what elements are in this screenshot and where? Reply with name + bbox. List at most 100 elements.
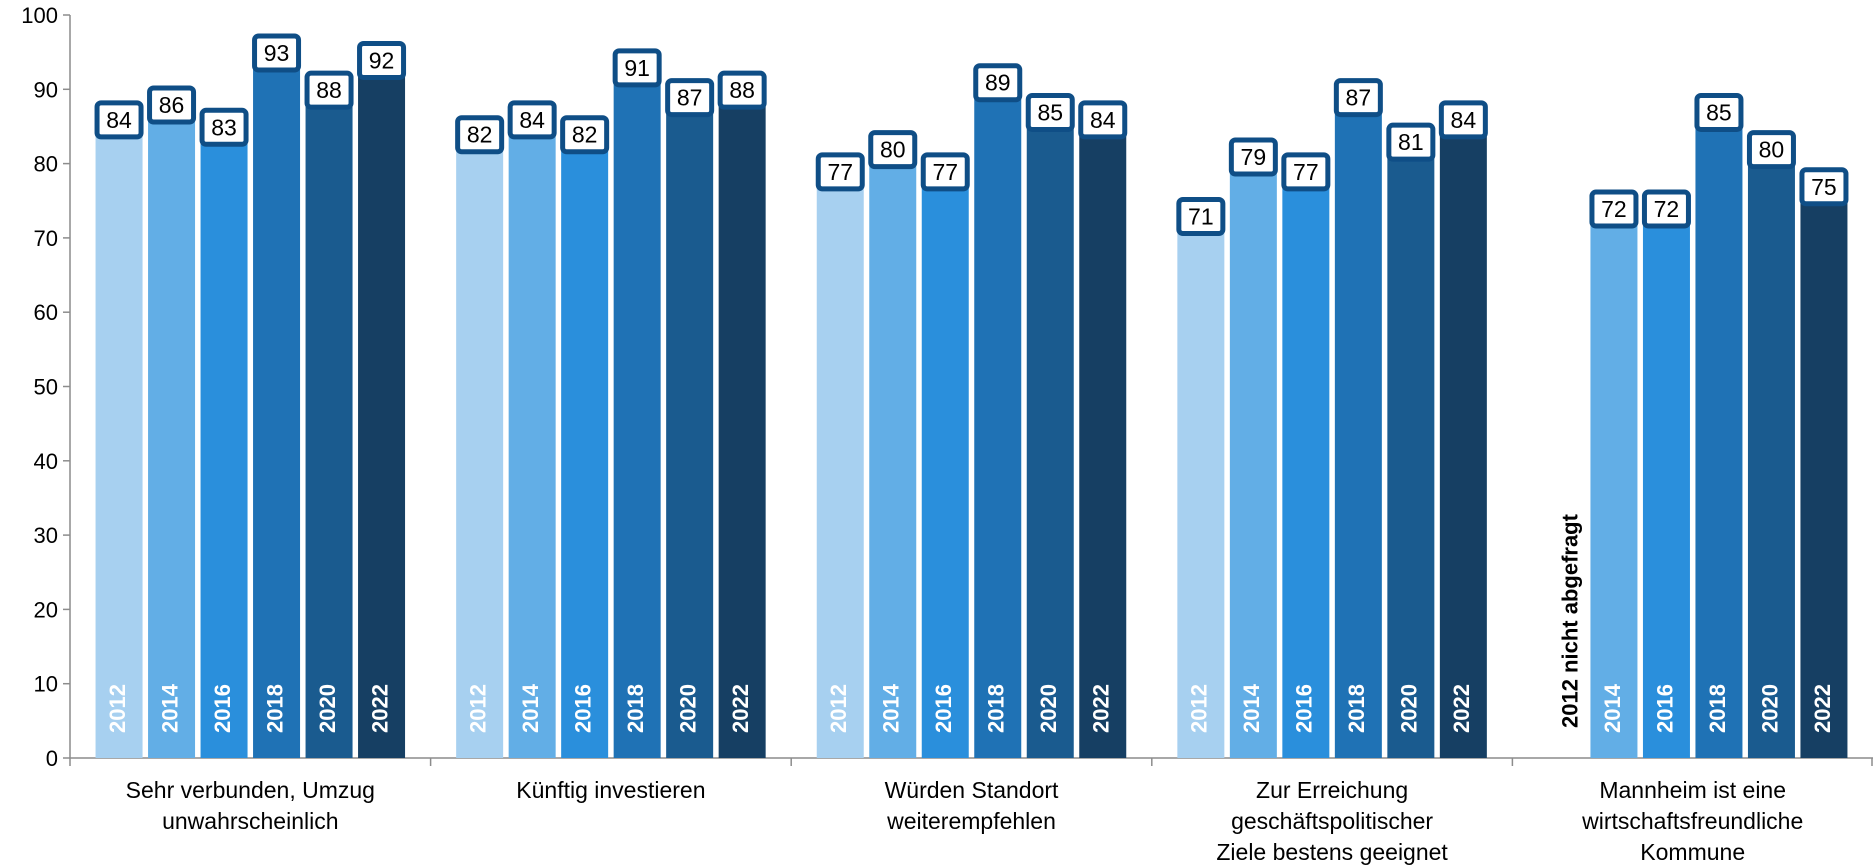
category-label: Kommune	[1640, 839, 1745, 865]
category-label: weiterempfehlen	[886, 808, 1056, 834]
value-label-box	[1694, 92, 1744, 132]
bar	[95, 133, 143, 758]
y-tick-label: 0	[46, 746, 58, 771]
bar	[869, 163, 917, 759]
bar	[1387, 156, 1435, 759]
y-tick-label: 70	[34, 226, 58, 251]
bar	[253, 67, 301, 758]
bar-year-label: 2018	[1705, 684, 1730, 733]
value-label-box	[1176, 196, 1226, 236]
bar	[1334, 111, 1382, 759]
y-tick-label: 20	[34, 597, 58, 622]
value-label: 71	[1188, 203, 1214, 229]
bar	[1439, 133, 1487, 758]
bar-year-label: 2016	[1652, 684, 1677, 733]
bar-year-label: 2020	[315, 684, 340, 733]
bar	[921, 185, 969, 758]
bar-year-label: 2014	[518, 683, 543, 733]
value-label-box	[973, 63, 1023, 103]
value-label: 77	[827, 159, 853, 185]
category-label: Mannheim ist eine	[1599, 777, 1786, 803]
value-label-box	[1438, 100, 1488, 140]
value-label-box	[612, 48, 662, 88]
value-label: 89	[985, 70, 1011, 96]
bar-year-label: 2022	[728, 684, 753, 733]
category-label: geschäftspolitischer	[1231, 808, 1433, 834]
bar	[561, 148, 609, 759]
bar	[1642, 223, 1690, 759]
y-tick-label: 30	[34, 523, 58, 548]
value-label-box	[1333, 78, 1383, 118]
value-label: 87	[1346, 85, 1372, 111]
value-label-box	[199, 107, 249, 147]
value-label: 85	[1706, 99, 1732, 125]
value-label-box	[1799, 167, 1849, 207]
bar-year-label: 2018	[1344, 684, 1369, 733]
value-label-box	[560, 115, 610, 155]
value-label-box	[868, 130, 918, 170]
bar	[508, 133, 556, 758]
value-label-box	[1641, 189, 1691, 229]
value-label: 72	[1601, 196, 1627, 222]
labels: 2012 84 2014 86 2016 83 2018 93 2020 88 2022 92 Sehr…	[94, 33, 1849, 865]
bar-year-label: 2016	[210, 684, 235, 733]
bar-year-label: 2018	[623, 684, 648, 733]
bar	[1747, 163, 1795, 759]
y-tick-label: 80	[34, 152, 58, 177]
value-label: 84	[106, 107, 132, 133]
value-label-box	[665, 78, 715, 118]
value-label: 93	[264, 40, 290, 66]
value-label: 91	[624, 55, 650, 81]
bar-year-label: 2020	[1757, 684, 1782, 733]
bar	[666, 111, 714, 759]
y-tick-label: 50	[34, 375, 58, 400]
bar-year-label: 2020	[1036, 684, 1061, 733]
category-label: Künftig investieren	[516, 777, 705, 803]
bar	[816, 185, 864, 758]
value-label: 79	[1241, 144, 1267, 170]
bar	[1079, 133, 1127, 758]
value-label: 84	[1090, 107, 1116, 133]
value-label-box	[507, 100, 557, 140]
bar	[148, 119, 196, 758]
bar-year-label: 2016	[570, 684, 595, 733]
bar-year-label: 2022	[1810, 684, 1835, 733]
value-label: 77	[1293, 159, 1319, 185]
bar	[358, 74, 406, 758]
value-label-box	[920, 152, 970, 192]
y-tick-label: 90	[34, 77, 58, 102]
value-label-box	[1746, 130, 1796, 170]
bar-year-label: 2022	[1449, 684, 1474, 733]
bar	[613, 81, 661, 759]
bar	[1026, 126, 1074, 758]
bar	[718, 104, 766, 758]
bar	[1177, 230, 1225, 759]
missing-data-note: 2012 nicht abgefragt	[1557, 513, 1582, 728]
bar	[974, 96, 1022, 759]
value-label-box	[1025, 92, 1075, 132]
bar-year-label: 2020	[675, 684, 700, 733]
value-label-box	[304, 70, 354, 110]
axes: 0 10 20 30 40 50 60 70 80 90 100	[21, 3, 1873, 771]
value-label: 82	[572, 122, 598, 148]
bar-year-label: 2014	[1600, 683, 1625, 733]
bar	[1282, 185, 1330, 758]
value-label-box	[1589, 189, 1639, 229]
value-label: 80	[880, 137, 906, 163]
value-label-box	[1228, 137, 1278, 177]
value-label: 80	[1759, 137, 1785, 163]
bar-year-label: 2018	[262, 684, 287, 733]
bar	[1695, 126, 1743, 758]
value-label: 88	[729, 77, 755, 103]
bar	[1800, 200, 1848, 758]
value-label: 82	[467, 122, 493, 148]
value-label: 83	[211, 114, 237, 140]
bar	[1229, 171, 1277, 758]
value-label: 81	[1398, 129, 1424, 155]
value-label-box	[147, 85, 197, 125]
y-tick-label: 100	[21, 3, 58, 28]
bar-year-label: 2014	[1239, 683, 1264, 733]
value-label: 77	[932, 159, 958, 185]
bar-year-label: 2022	[367, 684, 392, 733]
